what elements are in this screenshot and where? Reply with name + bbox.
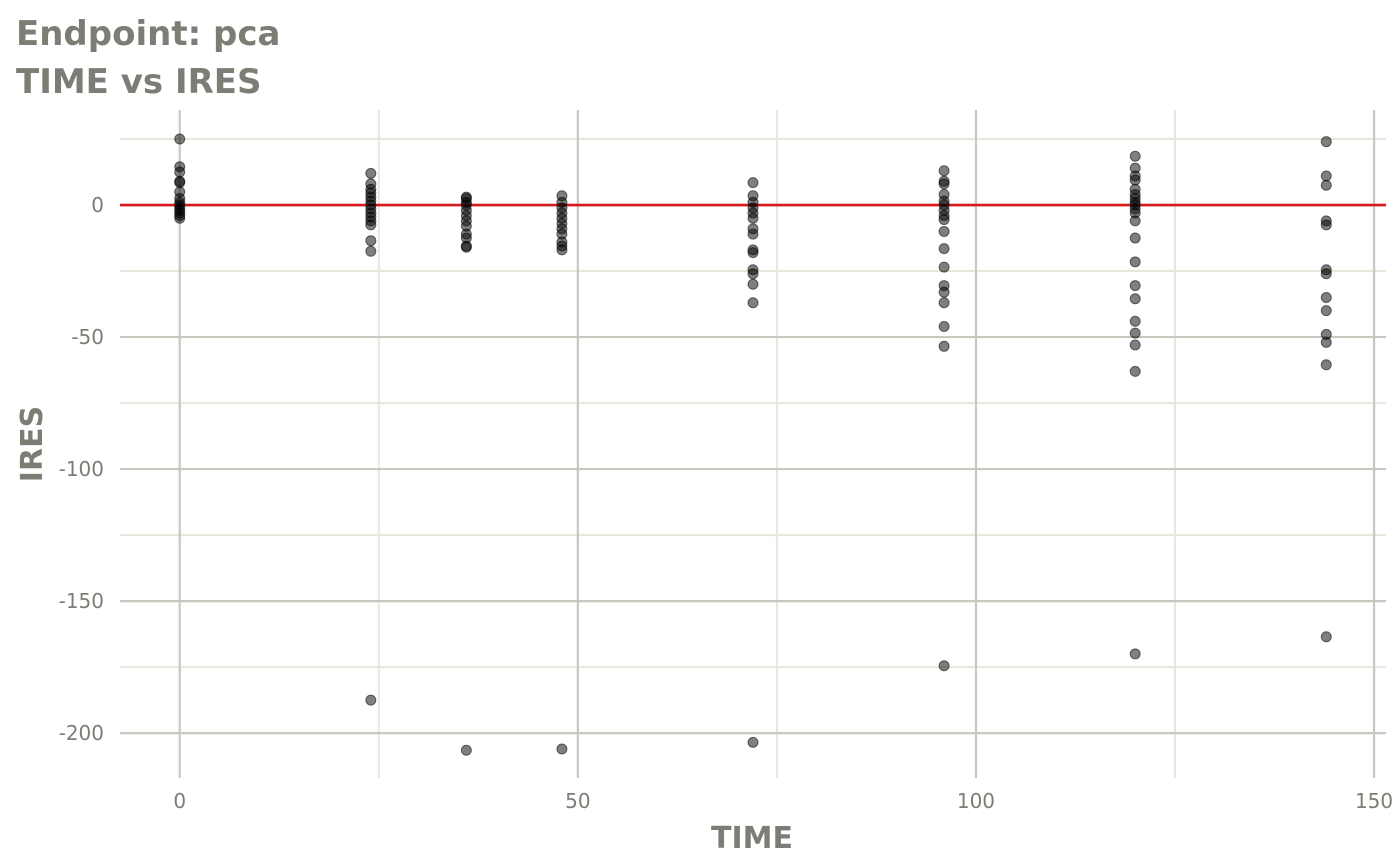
data-point [938,243,950,255]
x-tick-label: 0 [173,789,186,813]
y-tick-labels: 0 -50 -100 -150 -200 [59,193,104,745]
data-point [365,235,377,247]
data-point [747,736,759,748]
chart-title: Endpoint: pca [16,14,281,54]
data-point [1129,315,1141,327]
data-point [747,278,759,290]
data-point [174,133,186,145]
data-point [1129,365,1141,377]
data-point [365,219,377,231]
data-point [460,241,472,253]
data-point [174,166,186,178]
data-point [938,340,950,352]
data-point [1129,256,1141,268]
x-tick-label: 150 [1355,789,1393,813]
data-point [1320,219,1332,231]
data-point [1320,170,1332,182]
data-point [365,694,377,706]
data-point [1129,174,1141,186]
title-block: Endpoint: pca TIME vs IRES [16,10,280,106]
x-tick-label: 100 [957,789,995,813]
x-tick-labels: 0 50 100 150 [173,789,1393,813]
data-point [460,744,472,756]
y-tick-label: -50 [71,325,104,349]
data-point [938,165,950,177]
data-point [938,297,950,309]
data-point [174,212,186,224]
y-tick-label: -150 [59,589,104,613]
minor-grid [120,110,1386,778]
data-point [938,660,950,672]
data-point [1320,136,1332,148]
data-point [1129,293,1141,305]
data-point [1320,631,1332,643]
data-point [1129,150,1141,162]
data-point [747,247,759,259]
data-point [1320,291,1332,303]
x-tick-label: 50 [565,789,590,813]
y-axis-title: IRES [15,406,50,482]
data-point [556,743,568,755]
data-point [938,286,950,298]
data-point [938,178,950,190]
data-point [1129,327,1141,339]
data-point [365,245,377,257]
y-tick-label: -100 [59,457,104,481]
data-point [1129,339,1141,351]
data-point [938,225,950,237]
data-point [1320,179,1332,191]
data-point [1320,305,1332,317]
data-point [1320,268,1332,280]
data-point [747,212,759,224]
y-tick-label: 0 [91,193,104,217]
data-point [938,261,950,273]
data-point [1129,232,1141,244]
data-point [174,177,186,189]
data-point [747,297,759,309]
data-point [747,228,759,240]
data-point [556,244,568,256]
data-point [365,167,377,179]
chart-subtitle: TIME vs IRES [16,62,262,102]
data-point [1320,336,1332,348]
x-axis-title: TIME [711,821,793,856]
data-point [1320,359,1332,371]
data-point [1129,215,1141,227]
y-tick-label: -200 [59,721,104,745]
data-point [747,177,759,189]
data-point [938,214,950,226]
data-points [174,133,1332,756]
data-point [1129,648,1141,660]
data-point [1129,280,1141,292]
data-point [747,268,759,280]
data-point [938,321,950,333]
